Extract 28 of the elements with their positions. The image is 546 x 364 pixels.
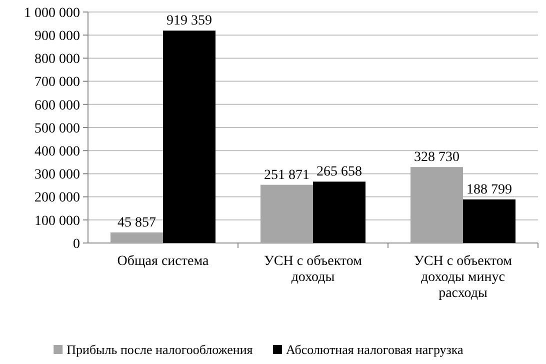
data-label: 328 730 xyxy=(414,150,460,166)
y-tick-label: 900 000 xyxy=(34,29,80,44)
legend-label: Прибыль после налогообложения xyxy=(66,342,253,357)
bar xyxy=(313,182,366,243)
data-label: 919 359 xyxy=(166,14,212,29)
data-label: 265 658 xyxy=(316,164,362,180)
bar xyxy=(410,167,463,243)
data-label: 251 871 xyxy=(264,168,310,183)
y-tick-label: 500 000 xyxy=(34,121,80,136)
legend-label: Абсолютная налоговая нагрузка xyxy=(286,342,464,357)
y-tick-label: 1 000 000 xyxy=(24,6,80,21)
y-tick-label: 400 000 xyxy=(34,144,80,160)
y-tick-label: 0 xyxy=(73,236,80,252)
data-label: 188 799 xyxy=(466,182,512,198)
data-label: 45 857 xyxy=(118,215,156,230)
y-tick-label: 100 000 xyxy=(34,214,80,229)
bar xyxy=(110,232,163,243)
y-tick-label: 600 000 xyxy=(34,98,80,114)
x-tick-label: УСН с объектом доходы минус расходы xyxy=(414,254,512,301)
bar xyxy=(260,184,313,243)
y-tick-label: 800 000 xyxy=(34,52,80,68)
y-tick-label: 300 000 xyxy=(34,168,80,183)
x-tick-label: УСН с объектом доходы xyxy=(264,254,362,285)
y-tick-label: 200 000 xyxy=(34,190,80,206)
x-tick-label: Общая система xyxy=(117,254,210,269)
bar xyxy=(463,199,516,243)
y-tick-label: 700 000 xyxy=(34,75,80,90)
bar xyxy=(163,30,216,243)
